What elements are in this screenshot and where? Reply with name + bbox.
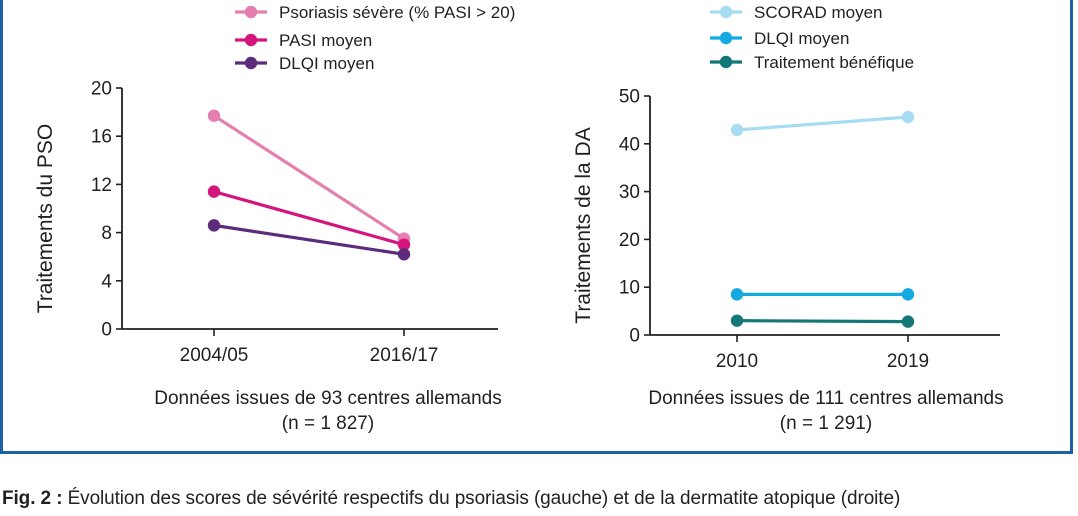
caption-text: Évolution des scores de sévérité respect…	[62, 488, 901, 509]
left-data-point	[397, 248, 411, 261]
left-series-line	[213, 190, 405, 247]
right-y-tick-label: 30	[619, 182, 640, 203]
left-y-tick-label: 8	[101, 223, 112, 244]
left-legend-swatch-point	[244, 5, 258, 19]
right-y-tick-label: 40	[619, 134, 640, 155]
left-x-tick-label: 2004/05	[180, 345, 249, 366]
right-legend-label: SCORAD moyen	[754, 3, 882, 22]
figure-caption: Fig. 2 : Évolution des scores de sévérit…	[2, 488, 1078, 510]
right-y-tick-label: 0	[629, 326, 640, 347]
right-legend-label: Traitement bénéfique	[754, 53, 914, 72]
right-x-tick-label: 2010	[716, 351, 758, 372]
right-x-tick-label: 2019	[887, 351, 929, 372]
right-data-point	[901, 288, 915, 301]
right-y-tick-label: 20	[619, 230, 640, 251]
left-series-line	[213, 223, 405, 256]
right-data-point	[730, 288, 744, 301]
left-legend-swatch-point	[244, 33, 258, 47]
left-legend-label: PASI moyen	[279, 31, 372, 50]
right-data-point	[730, 123, 744, 137]
right-y-tick-label: 50	[619, 87, 640, 108]
right-data-point	[901, 315, 915, 328]
left-source-line2: (n = 1 827)	[281, 413, 375, 434]
left-legend-swatch-point	[244, 56, 258, 70]
figure-frame	[0, 0, 1073, 454]
left-legend-label: Psoriasis sévère (% PASI > 20)	[279, 3, 515, 22]
right-source-line1: Données issues de 111 centres allemands	[648, 388, 1004, 409]
left-y-tick-label: 16	[91, 127, 112, 148]
left-chart-source: Données issues de 93 centres allemands (…	[98, 386, 558, 436]
right-y-axis-title: Traitements de la DA	[572, 127, 595, 323]
right-data-point	[730, 314, 744, 327]
left-y-tick-label: 20	[91, 79, 112, 100]
left-source-line1: Données issues de 93 centres allemands	[154, 388, 502, 409]
right-legend-swatch-point	[719, 5, 733, 19]
left-x-tick-label: 2016/17	[370, 345, 439, 366]
right-data-point	[901, 110, 915, 124]
left-data-point	[207, 109, 221, 122]
left-data-point	[207, 219, 221, 232]
left-data-point	[397, 238, 411, 251]
left-y-axis-title: Traitements du PSO	[34, 124, 57, 313]
left-y-tick-label: 12	[91, 175, 112, 196]
right-legend-swatch-point	[719, 31, 733, 45]
left-series-line	[213, 114, 405, 240]
left-legend-label: DLQI moyen	[279, 54, 374, 73]
left-data-point	[207, 185, 221, 198]
caption-label: Fig. 2 :	[2, 488, 63, 509]
right-chart-source: Données issues de 111 centres allemands …	[596, 386, 1056, 436]
right-y-tick-label: 10	[619, 278, 640, 299]
right-source-line2: (n = 1 291)	[779, 413, 873, 434]
right-legend-swatch-point	[719, 55, 733, 69]
right-legend-label: DLQI moyen	[754, 29, 849, 48]
right-series-line	[736, 319, 909, 324]
left-y-tick-label: 4	[101, 271, 112, 292]
left-y-tick-label: 0	[101, 320, 112, 341]
right-series-line	[736, 115, 909, 132]
